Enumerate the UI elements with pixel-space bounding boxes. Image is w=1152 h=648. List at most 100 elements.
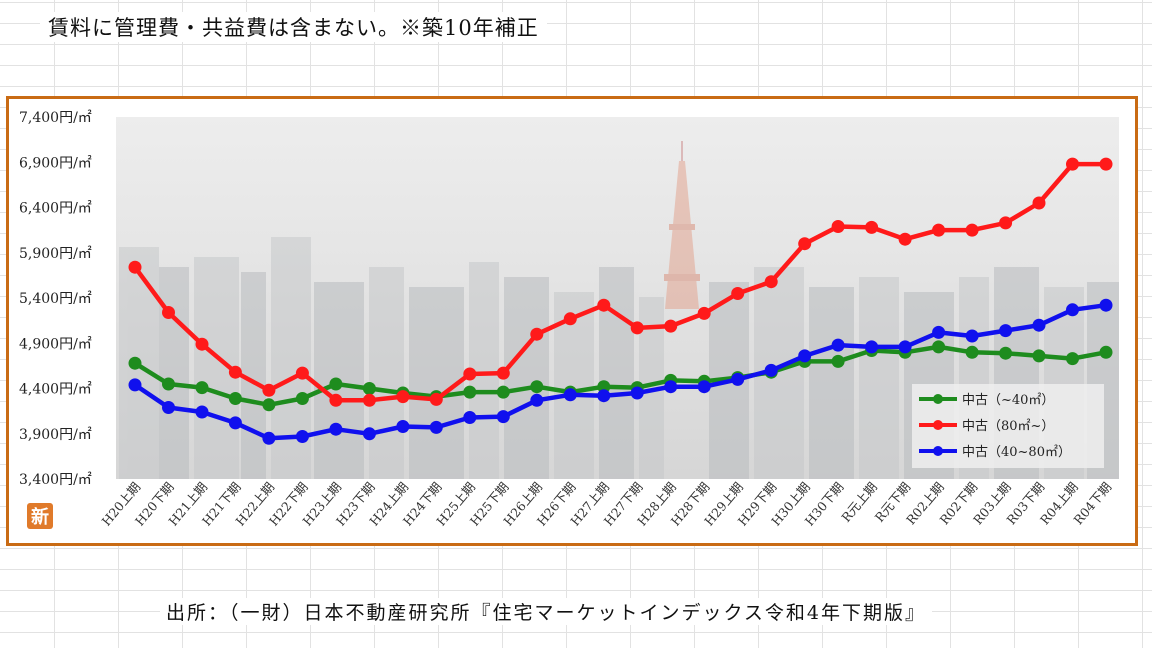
- y-tick-label: 6,900円/㎡: [19, 155, 92, 171]
- data-point: [563, 388, 577, 402]
- skyline-building: [159, 267, 189, 479]
- header-note: 賃料に管理費・共益費は含まない。※築10年補正: [40, 12, 547, 42]
- data-point: [999, 346, 1013, 360]
- data-point: [932, 325, 946, 339]
- data-point: [128, 356, 142, 370]
- data-point: [162, 377, 175, 391]
- data-point: [764, 363, 778, 377]
- data-point: [932, 340, 946, 354]
- data-point: [530, 380, 544, 394]
- data-point: [898, 340, 912, 354]
- legend-label: 中古（~40㎡）: [962, 393, 1054, 408]
- logo-text: 新: [31, 506, 49, 528]
- data-point: [1066, 303, 1079, 317]
- data-point: [162, 401, 175, 414]
- y-tick-label: 4,400円/㎡: [19, 382, 92, 398]
- data-point: [496, 366, 510, 380]
- city-skyline-backdrop: [119, 237, 1119, 479]
- skyline-building: [271, 237, 311, 479]
- legend-swatch-marker: [933, 446, 943, 456]
- data-point: [295, 430, 309, 443]
- data-point: [664, 380, 678, 394]
- data-point: [295, 392, 309, 405]
- data-point: [228, 365, 242, 379]
- data-point: [831, 220, 845, 233]
- chart: 3,400円/㎡ 3,900円/㎡ 4,400円/㎡ 4,900円/㎡ 5,400円/㎡…: [19, 110, 1119, 529]
- data-point: [195, 337, 209, 351]
- tokyo-tower-backdrop: [664, 141, 700, 309]
- data-point: [764, 275, 778, 289]
- data-point: [162, 306, 175, 319]
- data-point: [128, 378, 142, 392]
- source-note: 出所：（一財）日本不動産研究所『住宅マーケットインデックス令和4年下期版』: [160, 598, 933, 625]
- series-group: [128, 298, 1113, 445]
- data-point: [362, 427, 376, 441]
- data-point: [128, 260, 142, 274]
- data-point: [262, 398, 276, 412]
- data-point: [329, 377, 343, 391]
- data-point: [1066, 352, 1079, 366]
- data-point: [429, 420, 443, 434]
- data-point: [999, 324, 1013, 338]
- y-tick-label: 4,900円/㎡: [19, 336, 92, 352]
- data-point: [999, 216, 1013, 230]
- series-group: [128, 157, 1113, 407]
- data-point: [329, 422, 343, 436]
- legend-swatch-marker: [933, 420, 943, 430]
- data-point: [463, 367, 477, 381]
- data-point: [898, 232, 912, 246]
- data-point: [262, 383, 276, 397]
- data-point: [463, 385, 477, 399]
- data-point: [463, 411, 477, 424]
- data-point: [697, 306, 711, 320]
- data-point: [664, 319, 678, 333]
- legend-label: 中古（40~80㎡）: [962, 445, 1071, 460]
- data-point: [195, 405, 209, 419]
- data-point: [429, 392, 443, 406]
- data-point: [865, 220, 879, 234]
- data-point: [731, 372, 745, 386]
- data-point: [831, 338, 845, 352]
- skyline-building: [369, 267, 404, 479]
- data-point: [1099, 157, 1113, 171]
- y-tick-label: 3,400円/㎡: [19, 472, 92, 488]
- data-point: [262, 431, 276, 445]
- y-axis: 3,400円/㎡ 3,900円/㎡ 4,400円/㎡ 4,900円/㎡ 5,400円/㎡…: [19, 110, 92, 488]
- skyline-building: [809, 287, 854, 479]
- y-tick-label: 5,900円/㎡: [19, 246, 92, 262]
- data-point: [530, 393, 544, 407]
- data-point: [362, 393, 376, 407]
- legend: 中古（~40㎡） 中古（80㎡~） 中古（40~80㎡）: [912, 384, 1104, 468]
- data-point: [965, 345, 979, 359]
- data-point: [1032, 318, 1046, 332]
- data-point: [362, 382, 376, 395]
- data-point: [865, 340, 879, 354]
- data-point: [1099, 345, 1113, 359]
- data-point: [798, 237, 812, 251]
- data-point: [396, 420, 410, 433]
- data-point: [1099, 298, 1113, 312]
- y-tick-label: 3,900円/㎡: [19, 427, 92, 443]
- y-tick-label: 5,400円/㎡: [19, 291, 92, 307]
- data-point: [396, 390, 410, 404]
- data-point: [1032, 349, 1046, 363]
- data-point: [597, 298, 611, 312]
- data-point: [496, 410, 510, 424]
- data-point: [597, 389, 611, 403]
- data-point: [295, 366, 309, 380]
- skyline-building: [859, 277, 899, 479]
- legend-label: 中古（80㎡~）: [962, 419, 1054, 434]
- logo-icon: 新: [27, 503, 53, 529]
- data-point: [1032, 196, 1046, 210]
- data-point: [697, 380, 711, 394]
- data-point: [228, 392, 242, 405]
- series-layer: [128, 157, 1113, 445]
- data-point: [530, 327, 544, 341]
- skyline-building: [504, 277, 549, 479]
- data-point: [496, 385, 510, 399]
- y-tick-label: 7,400円/㎡: [19, 110, 92, 126]
- data-point: [932, 223, 946, 237]
- data-point: [329, 393, 343, 407]
- data-point: [195, 381, 209, 395]
- data-point: [563, 312, 577, 326]
